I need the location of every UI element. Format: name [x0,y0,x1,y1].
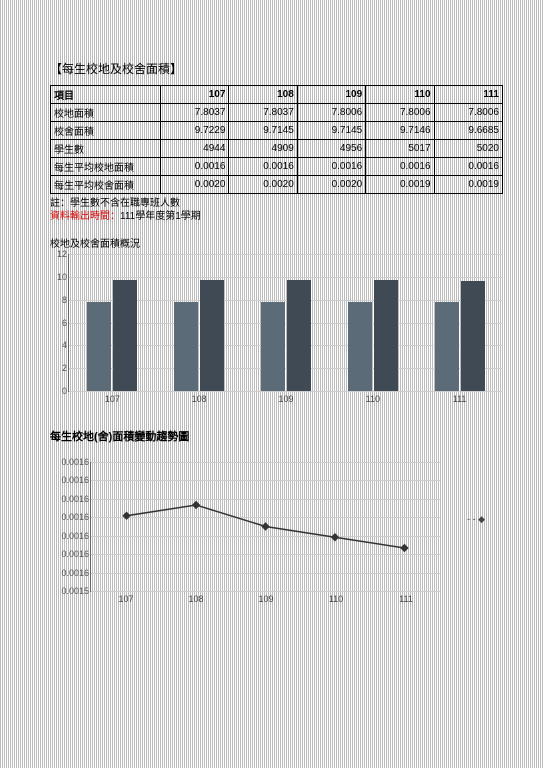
y-axis-label: 10 [51,272,67,282]
table-header-cell: 108 [229,86,297,104]
table-cell: 0.0020 [161,176,229,194]
table-header-cell: 項目 [51,86,161,104]
line-marker [331,533,339,541]
line-marker [192,501,200,509]
table-cell: 0.0020 [297,176,365,194]
note-line-2: 資料輸出時間：111學年度第1學期 [50,210,503,223]
bar [461,281,485,391]
line-marker [400,544,408,552]
table-body: 校地面積7.80377.80377.80067.80067.8006校舍面積9.… [51,104,503,194]
table-header-row: 項目107108109110111 [51,86,503,104]
line-chart: 0.00150.00160.00160.00160.00160.00160.00… [90,462,440,592]
line-chart-title: 每生校地(舍)面積變動趨勢圖 [50,428,503,444]
y-axis-label: 0 [51,386,67,396]
table-cell: 7.8037 [229,104,297,122]
x-axis-label: 111 [416,391,503,404]
x-axis-label: 111 [232,591,543,604]
y-axis-label: 0.0016 [49,475,89,485]
table-cell: 0.0016 [434,158,502,176]
y-axis-label: 2 [51,363,67,373]
table-cell: 學生數 [51,140,161,158]
table-cell: 4944 [161,140,229,158]
x-axis-label: 109 [243,391,330,404]
table-cell: 0.0016 [161,158,229,176]
bar [87,302,111,391]
table-cell: 0.0019 [366,176,434,194]
bar-group: 108 [156,254,243,391]
table-cell: 0.0016 [366,158,434,176]
table-row: 校地面積7.80377.80377.80067.80067.8006 [51,104,503,122]
table-cell: 4909 [229,140,297,158]
line-chart-svg [91,462,440,591]
table-row: 學生數49444909495650175020 [51,140,503,158]
y-axis-label: 0.0016 [49,568,89,578]
table-cell: 9.7145 [229,122,297,140]
bar [261,302,285,391]
bar [174,302,198,391]
table-header-cell: 109 [297,86,365,104]
table-cell: 9.7229 [161,122,229,140]
table-cell: 每生平均校地面積 [51,158,161,176]
y-axis-label: 12 [51,249,67,259]
table-cell: 7.8006 [434,104,502,122]
x-axis-label: 107 [69,391,156,404]
table-cell: 校舍面積 [51,122,161,140]
bar-group: 109 [243,254,330,391]
y-axis-label: 0.0016 [49,549,89,559]
y-axis-label: 8 [51,295,67,305]
table-cell: 5020 [434,140,502,158]
y-axis-label: 0.0016 [49,531,89,541]
table-cell: 9.7146 [366,122,434,140]
bar [287,280,311,391]
table-notes: 註：學生數不含在職專班人數 資料輸出時間：111學年度第1學期 [50,197,503,223]
bar [374,280,398,391]
table-row: 每生平均校舍面積0.00200.00200.00200.00190.0019 [51,176,503,194]
table-cell: 0.0016 [229,158,297,176]
table-cell: 0.0019 [434,176,502,194]
bar [113,280,137,391]
line-marker [122,512,130,520]
table-row: 每生平均校地面積0.00160.00160.00160.00160.0016 [51,158,503,176]
bar-group: 110 [329,254,416,391]
note-line-2-label: 資料輸出時間： [50,211,120,222]
bar-chart: 024681012107108109110111 [68,254,503,392]
bar [200,280,224,391]
table-cell: 5017 [366,140,434,158]
table-cell: 0.0020 [229,176,297,194]
note-line-1: 註：學生數不含在職專班人數 [50,197,503,210]
table-cell: 4956 [297,140,365,158]
y-axis-label: 0.0016 [49,457,89,467]
table-cell: 9.7145 [297,122,365,140]
y-axis-label: 0.0016 [49,512,89,522]
legend-fragment: - - ◆ [467,514,485,525]
table-cell: 校地面積 [51,104,161,122]
data-table: 項目107108109110111 校地面積7.80377.80377.8006… [50,85,503,194]
section-title: 【每生校地及校舍面積】 [50,60,503,77]
y-axis-label: 4 [51,340,67,350]
x-axis-label: 108 [156,391,243,404]
bar [435,302,459,391]
y-axis-label: 0.0016 [49,494,89,504]
table-header-cell: 110 [366,86,434,104]
table-header-cell: 107 [161,86,229,104]
page: 【每生校地及校舍面積】 項目107108109110111 校地面積7.8037… [50,60,503,592]
y-axis-label: 6 [51,318,67,328]
table-cell: 7.8006 [297,104,365,122]
bar-chart-title: 校地及校舍面積概況 [50,235,503,250]
bar-group: 107 [69,254,156,391]
bar [348,302,372,391]
line-marker [261,522,269,530]
line-chart-wrap: 0.00150.00160.00160.00160.00160.00160.00… [90,462,503,592]
table-cell: 0.0016 [297,158,365,176]
x-axis-label: 110 [329,391,416,404]
table-cell: 9.6685 [434,122,502,140]
table-cell: 7.8037 [161,104,229,122]
table-cell: 7.8006 [366,104,434,122]
bar-group: 111 [416,254,503,391]
table-row: 校舍面積9.72299.71459.71459.71469.6685 [51,122,503,140]
bar-groups: 107108109110111 [69,254,503,391]
table-header-cell: 111 [434,86,502,104]
note-line-2-value: 111學年度第1學期 [120,211,201,222]
table-cell: 每生平均校舍面積 [51,176,161,194]
